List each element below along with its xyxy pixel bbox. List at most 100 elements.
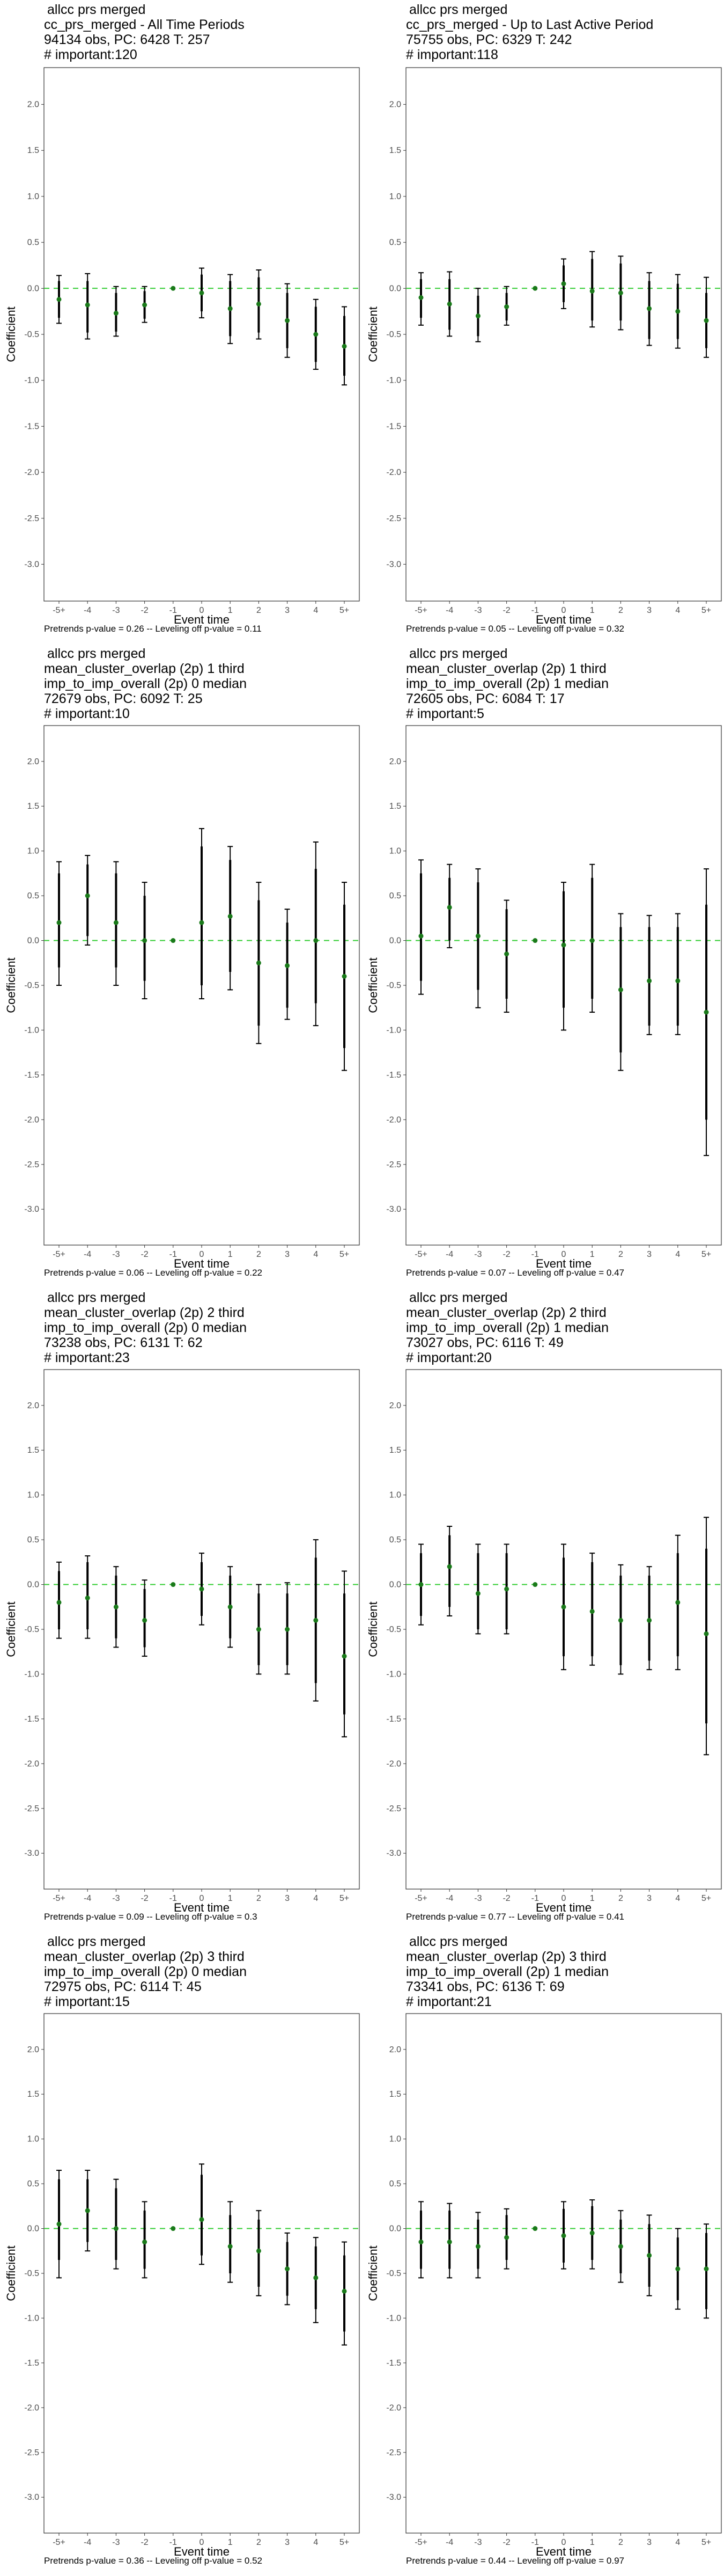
plot-frame — [43, 67, 360, 602]
x-tick-label: 0 — [562, 1894, 566, 1903]
y-tick-label: -1.0 — [386, 1670, 401, 1679]
x-tick-label: 5+ — [339, 2538, 349, 2547]
point-estimate — [56, 1600, 62, 1605]
chart-title-line: cc_prs_merged - Up to Last Active Period — [406, 17, 654, 32]
y-tick-label: -2.5 — [386, 1804, 401, 1813]
point-estimate — [533, 286, 538, 291]
chart-panel: allcc prs merged mean_cluster_overlap (2p… — [0, 644, 362, 1288]
point-estimate — [589, 2230, 595, 2236]
coefficient-estimate — [675, 1534, 681, 1671]
x-tick-label: -3 — [474, 1250, 482, 1259]
chart-title-line: # important:10 — [44, 706, 130, 721]
x-tick-label: 3 — [647, 606, 652, 615]
coefficient-estimate — [447, 863, 453, 948]
coefficient-estimate — [85, 855, 91, 946]
point-estimate — [342, 2288, 347, 2294]
point-estimate — [618, 1618, 623, 1623]
y-tick-label: -2.0 — [24, 2403, 39, 2412]
chart-title: allcc prs merged mean_cluster_overlap (2p… — [406, 1290, 609, 1365]
y-tick-label: 0.5 — [27, 891, 39, 901]
chart-title-line: allcc prs merged — [47, 2, 146, 17]
x-tick-label: 1 — [590, 1250, 595, 1259]
y-tick-label: -1.0 — [24, 376, 39, 385]
coefficient-estimate — [447, 271, 453, 337]
point-estimate — [533, 2226, 538, 2231]
x-tick-label: 0 — [562, 2538, 566, 2547]
coefficient-estimate — [418, 1543, 424, 1626]
coefficient-estimate — [171, 286, 176, 291]
coefficient-estimate — [675, 274, 681, 349]
x-tick-label: 5+ — [701, 606, 711, 615]
chart-title-line: 72679 obs, PC: 6092 T: 25 — [44, 691, 203, 706]
x-tick-label: 2 — [618, 1894, 623, 1903]
point-estimate — [561, 1604, 566, 1609]
chart-panel: allcc prs merged cc_prs_merged - All Time… — [0, 0, 362, 644]
x-tick-label: -1 — [531, 1894, 539, 1903]
chart-title-line: 73238 obs, PC: 6131 T: 62 — [44, 1335, 203, 1350]
x-tick-label: -4 — [446, 606, 453, 615]
coefficient-estimate — [475, 288, 481, 342]
y-tick-label: 1.5 — [27, 146, 39, 155]
y-tick-label: 1.5 — [27, 802, 39, 811]
x-tick-label: -3 — [474, 2538, 482, 2547]
y-axis-title: Coefficient — [366, 1601, 380, 1657]
y-tick-label: 0.5 — [389, 891, 401, 901]
point-estimate — [418, 933, 424, 939]
x-tick-label: -5+ — [53, 1250, 65, 1259]
coefficient-estimate — [561, 2201, 566, 2270]
point-estimate — [256, 960, 261, 965]
y-tick-label: -1.0 — [386, 376, 401, 385]
point-estimate — [475, 313, 481, 319]
point-estimate — [285, 2266, 290, 2272]
chart-title: allcc prs merged mean_cluster_overlap (2p… — [406, 646, 609, 721]
chart-title-line: # important:120 — [44, 47, 137, 62]
x-tick-label: 1 — [228, 606, 233, 615]
coefficient-estimate — [533, 2226, 538, 2231]
chart-title-line: 75755 obs, PC: 6329 T: 242 — [406, 32, 572, 47]
y-tick-label: 0.0 — [389, 284, 401, 293]
y-tick-label: -1.5 — [386, 1715, 401, 1724]
x-tick-label: -3 — [112, 1894, 120, 1903]
chart-panel: allcc prs merged mean_cluster_overlap (2p… — [362, 1932, 724, 2576]
y-tick-label: -3.0 — [24, 1205, 39, 1214]
y-tick-label: 2.0 — [27, 100, 39, 109]
point-estimate — [285, 1627, 290, 1632]
coefficient-estimate — [284, 2232, 290, 2306]
coefficient-estimate — [704, 2223, 709, 2319]
point-estimate — [113, 1604, 119, 1609]
y-tick-label: -0.5 — [386, 1625, 401, 1634]
coefficient-estimate — [256, 1584, 262, 1675]
x-tick-label: 5+ — [701, 1250, 711, 1259]
point-estimate — [704, 1009, 709, 1015]
event-study-plot: 2.0 1.5 1.0 0.5 0.0 -0.5 -1.0 -1.5 -2.0 -2.5 -3.0 -… — [4, 2013, 360, 2558]
pvalue-footnote: Pretrends p-value = 0.05 -- Leveling off… — [406, 624, 624, 634]
x-tick-label: 4 — [313, 1250, 318, 1259]
point-estimate — [589, 1609, 595, 1614]
point-estimate — [113, 311, 119, 316]
y-tick-label: -0.5 — [386, 330, 401, 339]
y-tick-label: -1.0 — [386, 1026, 401, 1035]
point-estimate — [504, 2235, 509, 2240]
x-tick-label: -2 — [503, 606, 510, 615]
x-tick-label: -1 — [169, 1250, 177, 1259]
y-axis-title: Coefficient — [4, 1601, 18, 1657]
chart-title-line: allcc prs merged — [47, 1934, 146, 1949]
point-estimate — [704, 1631, 709, 1636]
point-estimate — [561, 942, 566, 948]
y-tick-label: -2.0 — [386, 1115, 401, 1124]
coefficient-estimate — [504, 899, 509, 1013]
y-tick-label: 1.0 — [27, 2135, 39, 2144]
x-tick-label: 2 — [256, 606, 261, 615]
point-estimate — [418, 2240, 424, 2245]
x-tick-label: -2 — [503, 1894, 510, 1903]
point-estimate — [313, 1618, 319, 1623]
point-estimate — [447, 2240, 452, 2245]
x-tick-label: -5+ — [415, 1250, 427, 1259]
point-estimate — [227, 2244, 233, 2249]
coefficient-estimate — [227, 1566, 233, 1648]
x-tick-label: 4 — [675, 2538, 680, 2547]
coefficient-estimate — [675, 913, 681, 1035]
pvalue-footnote: Pretrends p-value = 0.36 -- Leveling off… — [44, 2556, 262, 2566]
y-tick-label: 0.0 — [27, 284, 39, 293]
chart-panel: allcc prs merged mean_cluster_overlap (2p… — [0, 1932, 362, 2576]
